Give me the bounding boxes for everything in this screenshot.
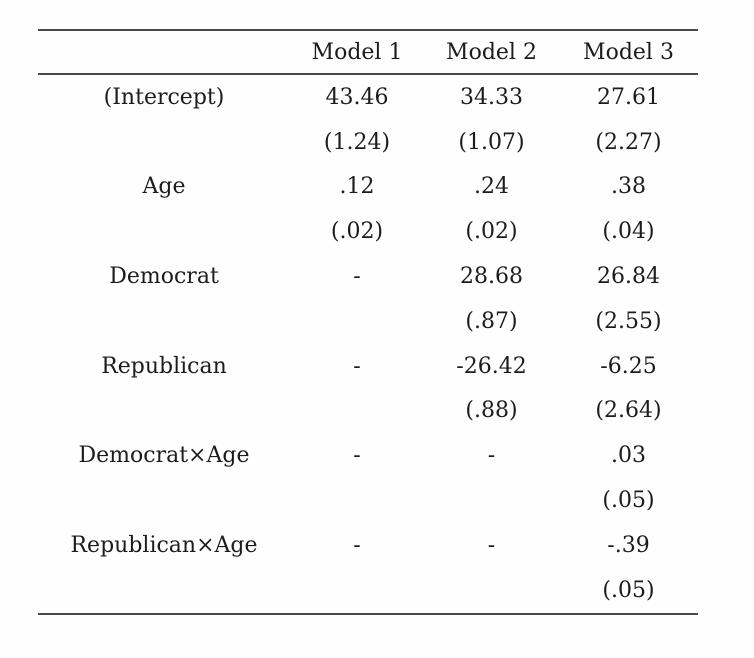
std-error-cell [290,568,424,614]
estimate-cell: - [353,264,361,290]
estimate-cell: 43.46 [325,84,389,110]
std-error-cell [290,299,424,344]
row-label: Democrat [109,264,219,290]
std-error-cell: (1.07) [458,129,525,155]
estimate-cell: 27.61 [597,84,660,110]
estimate-cell: - [487,532,496,558]
estimate-cell: - [353,353,361,379]
std-error-cell: (1.24) [323,129,391,155]
row-label: (Intercept) [103,84,225,110]
row-label: Democrat×Age [78,443,250,469]
estimate-cell: - [353,443,361,469]
header-row: Model 1 Model 2 Model 3 [38,30,698,74]
corner-cell [38,30,290,74]
std-error-cell: (.02) [465,219,518,245]
estimate-cell: .24 [474,174,509,200]
row-label: Republican [101,353,227,379]
std-error-cell: (.88) [465,398,518,424]
regression-table: Model 1 Model 2 Model 3 (Intercept) 43.4… [38,29,698,615]
table-row-democrat-estimates: Democrat - 28.68 26.84 [38,254,698,299]
std-error-cell [290,478,424,523]
estimate-cell: .12 [339,174,375,200]
row-label-spacer [38,389,290,434]
table-row-democrat-std-errors: (.87) (2.55) [38,299,698,344]
table-row-intercept-std-errors: (1.24) (1.07) (2.27) [38,120,698,165]
estimate-cell: 28.68 [460,264,523,290]
column-header-model-1: Model 1 [311,39,403,65]
estimate-cell: - [487,443,496,469]
row-label-spacer [38,299,290,344]
std-error-cell [290,389,424,434]
estimate-cell: - [353,532,361,558]
std-error-cell: (.05) [602,577,655,603]
row-label: Republican×Age [70,532,258,558]
std-error-cell [424,478,559,523]
table-row-republican-std-errors: (.88) (2.64) [38,389,698,434]
column-header-model-2: Model 2 [446,39,537,65]
std-error-cell: (2.64) [595,398,662,424]
estimate-cell: -.39 [607,532,650,558]
estimate-cell: 34.33 [460,84,523,110]
std-error-cell: (.04) [602,219,655,245]
std-error-cell: (2.27) [595,129,662,155]
estimate-cell: -26.42 [456,353,527,379]
estimate-cell: .03 [611,443,646,469]
table-row-republican-x-age-estimates: Republican×Age - - -.39 [38,523,698,568]
std-error-cell [424,568,559,614]
estimate-cell: 26.84 [597,264,660,290]
std-error-cell: (.05) [602,488,655,514]
row-label-spacer [38,120,290,165]
row-label-spacer [38,568,290,614]
row-label-spacer [38,478,290,523]
table-row-democrat-x-age-std-errors: (.05) [38,478,698,523]
table-row-age-std-errors: (.02) (.02) (.04) [38,209,698,254]
std-error-cell: (2.55) [595,308,662,334]
column-header-model-3: Model 3 [583,39,674,65]
regression-table-container: Model 1 Model 2 Model 3 (Intercept) 43.4… [38,29,698,615]
std-error-cell: (.87) [465,308,518,334]
table-row-republican-estimates: Republican - -26.42 -6.25 [38,344,698,389]
table-row-age-estimates: Age .12 .24 .38 [38,165,698,210]
std-error-cell: (.02) [330,219,384,245]
estimate-cell: .38 [611,174,646,200]
table-row-democrat-x-age-estimates: Democrat×Age - - .03 [38,433,698,478]
table-row-intercept-estimates: (Intercept) 43.46 34.33 27.61 [38,74,698,120]
table-row-republican-x-age-std-errors: (.05) [38,568,698,614]
estimate-cell: -6.25 [600,353,657,379]
row-label: Age [142,174,186,200]
row-label-spacer [38,209,290,254]
